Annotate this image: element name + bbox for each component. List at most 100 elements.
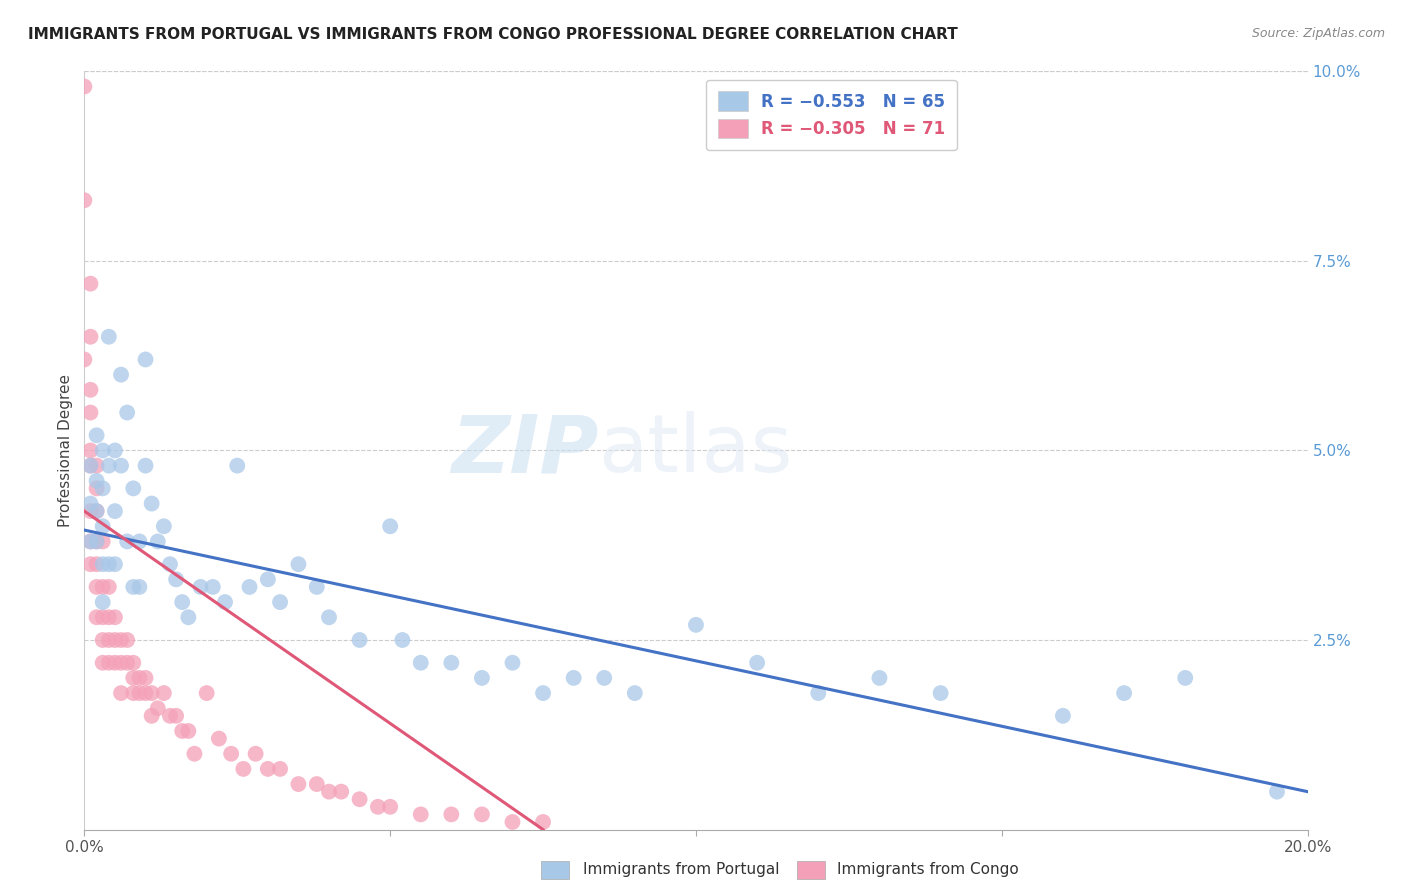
Point [79,504,101,518]
Point [219,747,242,761]
Point [104,610,127,624]
Point [86,482,108,496]
Point [79,443,101,458]
Point [97,580,120,594]
Point [122,671,145,685]
Point [1265,785,1288,799]
Point [91,534,114,549]
Point [380,800,402,814]
Point [91,595,114,609]
Point [86,428,108,442]
Point [97,633,120,648]
Point [128,671,150,685]
Point [747,656,769,670]
Point [153,519,176,533]
Point [115,633,138,648]
Point [318,610,340,624]
Point [165,573,187,587]
Point [104,633,127,648]
Point [257,573,280,587]
Point [110,633,132,648]
Point [287,557,309,572]
Point [471,807,494,822]
Point [807,686,830,700]
Point [195,686,218,700]
Point [86,458,108,473]
Point [86,534,108,549]
Point [269,762,291,776]
Point [79,557,101,572]
Point [159,708,181,723]
Text: IMMIGRANTS FROM PORTUGAL VS IMMIGRANTS FROM CONGO PROFESSIONAL DEGREE CORRELATIO: IMMIGRANTS FROM PORTUGAL VS IMMIGRANTS F… [28,27,957,42]
Point [330,785,353,799]
Point [79,458,101,473]
Legend: R = −0.553   N = 65, R = −0.305   N = 71: R = −0.553 N = 65, R = −0.305 N = 71 [706,79,956,150]
Point [380,519,402,533]
Point [91,580,114,594]
Point [349,633,371,648]
Point [73,79,96,94]
Point [1174,671,1197,685]
Point [349,792,371,806]
Point [115,534,138,549]
Point [159,557,181,572]
Point [146,534,169,549]
Point [73,352,96,367]
Point [91,443,114,458]
Point [86,504,108,518]
Point [238,580,260,594]
Point [79,277,101,291]
Point [91,519,114,533]
Point [232,762,254,776]
Point [502,815,524,830]
Point [97,330,120,344]
Point [257,762,280,776]
Point [269,595,291,609]
Point [122,580,145,594]
Point [104,504,127,518]
Point [141,708,163,723]
Text: Immigrants from Congo: Immigrants from Congo [837,863,1018,877]
Point [104,557,127,572]
Point [115,656,138,670]
Point [79,497,101,511]
Point [128,686,150,700]
Point [869,671,891,685]
Point [79,406,101,420]
Point [929,686,952,700]
Point [86,504,108,518]
Point [79,534,101,549]
Point [86,557,108,572]
Point [79,534,101,549]
Point [110,458,132,473]
Point [201,580,224,594]
Point [367,800,389,814]
Point [122,656,145,670]
Point [122,482,145,496]
Point [115,406,138,420]
Point [531,686,554,700]
Point [409,807,432,822]
Point [79,383,101,397]
Point [624,686,647,700]
Point [97,458,120,473]
Point [165,708,187,723]
Point [183,747,205,761]
Point [1052,708,1074,723]
Point [685,618,707,632]
Point [190,580,212,594]
Point [593,671,616,685]
Point [153,686,176,700]
Point [86,474,108,488]
Text: Source: ZipAtlas.com: Source: ZipAtlas.com [1251,27,1385,40]
Y-axis label: Professional Degree: Professional Degree [58,374,73,527]
Point [141,686,163,700]
Point [1114,686,1136,700]
Point [172,724,194,739]
Point [86,534,108,549]
Point [409,656,432,670]
Text: Immigrants from Portugal: Immigrants from Portugal [583,863,780,877]
Point [122,686,145,700]
Point [135,352,157,367]
Point [91,557,114,572]
